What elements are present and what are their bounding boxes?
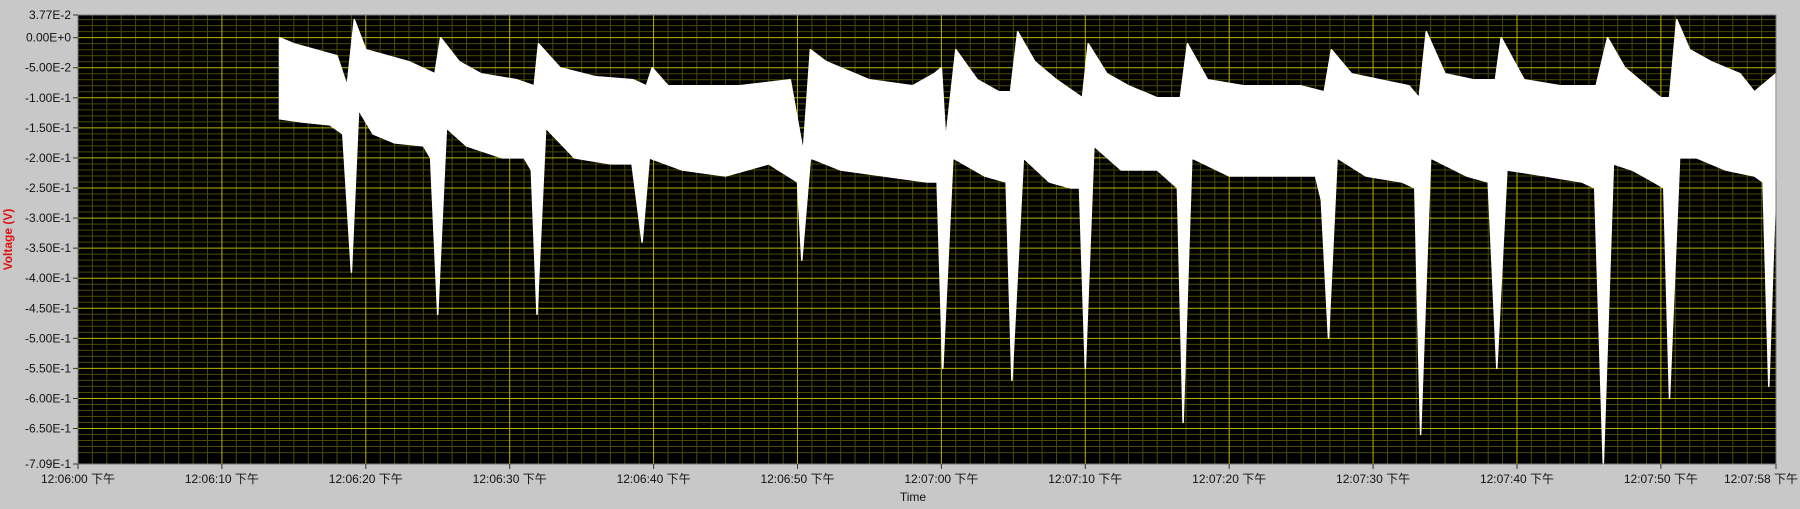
x-tick-label: 12:06:30 下午 bbox=[473, 472, 547, 486]
y-tick-label: -5.00E-2 bbox=[25, 61, 71, 75]
y-tick-label: -1.50E-1 bbox=[25, 121, 71, 135]
y-tick-label: -2.50E-1 bbox=[25, 181, 71, 195]
x-axis-label[interactable]: Time bbox=[900, 490, 927, 504]
y-tick-label: -5.00E-1 bbox=[25, 331, 71, 345]
y-tick-label: -7.09E-1 bbox=[25, 457, 71, 471]
x-tick-label: 12:06:50 下午 bbox=[760, 472, 834, 486]
y-tick-label: -6.00E-1 bbox=[25, 391, 71, 405]
y-tick-label: 3.77E-2 bbox=[29, 8, 71, 22]
y-tick-label: -6.50E-1 bbox=[25, 422, 71, 436]
y-tick-label: -4.50E-1 bbox=[25, 301, 71, 315]
x-tick-label: 12:07:20 下午 bbox=[1192, 472, 1266, 486]
y-tick-label: -1.00E-1 bbox=[25, 91, 71, 105]
x-axis-ticks: 12:06:00 下午 12:06:10 下午 12:06:20 下午 12:06:3… bbox=[41, 464, 1798, 486]
y-axis-label[interactable]: Voltage (V) bbox=[1, 209, 15, 271]
x-tick-label: 12:07:58 下午 bbox=[1724, 472, 1798, 486]
y-tick-label: -3.50E-1 bbox=[25, 241, 71, 255]
x-tick-label: 12:06:00 下午 bbox=[41, 472, 115, 486]
x-tick-label: 12:07:00 下午 bbox=[904, 472, 978, 486]
x-tick-label: 12:06:20 下午 bbox=[329, 472, 403, 486]
voltage-trace bbox=[278, 18, 1777, 466]
y-axis-ticks: 3.77E-2 0.00E+0 -5.00E-2 -1.00E-1 -1.50E-1 -2… bbox=[25, 8, 78, 471]
x-tick-label: 12:06:10 下午 bbox=[185, 472, 259, 486]
y-tick-label: -5.50E-1 bbox=[25, 361, 71, 375]
x-tick-label: 12:07:50 下午 bbox=[1624, 472, 1698, 486]
plot-border bbox=[77, 14, 1777, 465]
x-tick-label: 12:07:30 下午 bbox=[1336, 472, 1410, 486]
y-tick-label: -4.00E-1 bbox=[25, 271, 71, 285]
y-tick-label: -2.00E-1 bbox=[25, 151, 71, 165]
y-tick-label: 0.00E+0 bbox=[26, 31, 71, 45]
x-tick-label: 12:06:40 下午 bbox=[617, 472, 691, 486]
x-tick-label: 12:07:40 下午 bbox=[1480, 472, 1554, 486]
y-tick-label: -3.00E-1 bbox=[25, 211, 71, 225]
x-tick-label: 12:07:10 下午 bbox=[1048, 472, 1122, 486]
